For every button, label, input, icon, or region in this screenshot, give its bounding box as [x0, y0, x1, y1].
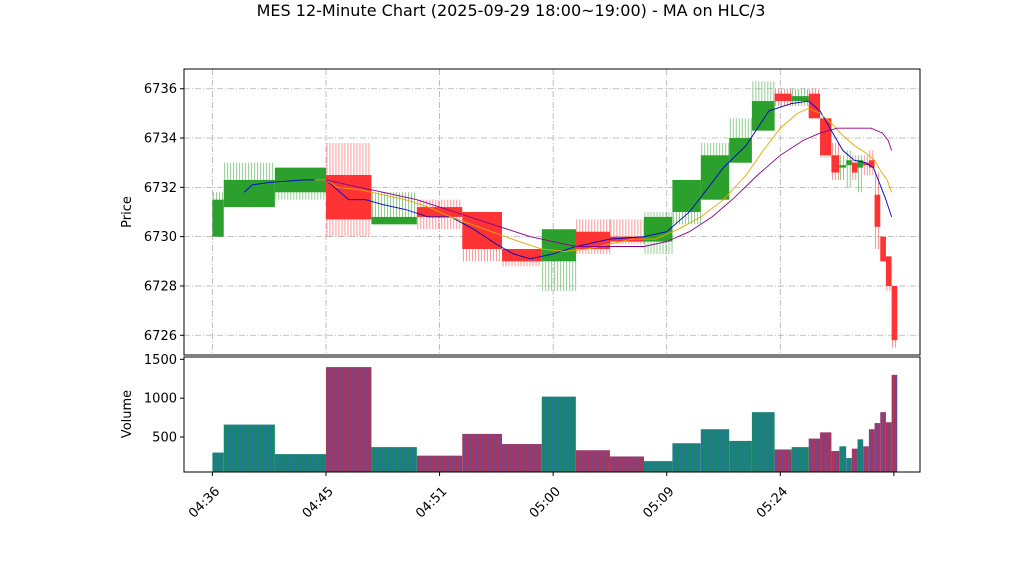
- price-y-ticks: 6726 6728 6730 6732 6734 6736: [144, 82, 184, 344]
- candle-body: [839, 165, 847, 168]
- price-axis-label: Price: [120, 196, 135, 228]
- volume-bar: [820, 432, 832, 472]
- volume-bar: [874, 423, 881, 472]
- price-tick-label: 6734: [144, 132, 177, 147]
- price-tick-label: 6728: [144, 279, 177, 294]
- volume-tick-label: 500: [152, 431, 177, 446]
- volume-bar: [880, 412, 886, 472]
- candle-body: [863, 162, 869, 166]
- volume-bar: [885, 422, 892, 472]
- x-tick-label: 05:09: [640, 484, 677, 521]
- volume-bars: [212, 367, 898, 472]
- candle-body: [672, 179, 701, 212]
- volume-bar: [729, 440, 752, 472]
- moving-average-line: [314, 107, 893, 252]
- volume-bar: [851, 448, 858, 472]
- moving-average-lines: [243, 100, 893, 260]
- volume-axis-label: Volume: [120, 390, 135, 438]
- price-tick-label: 6730: [144, 230, 177, 245]
- candle-wick: [863, 155, 868, 176]
- volume-y-ticks: 500 1000 1500: [144, 353, 184, 446]
- chart-title: MES 12-Minute Chart (2025-09-29 18:00~19…: [256, 1, 766, 20]
- volume-bar: [857, 439, 864, 472]
- volume-bar: [274, 454, 326, 472]
- candle-body: [891, 285, 898, 341]
- candles: [212, 81, 898, 348]
- candle-wick: [840, 155, 844, 180]
- volume-tick-label: 1500: [144, 353, 177, 368]
- candle-body: [371, 216, 417, 225]
- candle-body: [212, 199, 224, 237]
- x-tick-label: 04:45: [300, 484, 337, 521]
- candle-body: [885, 256, 892, 286]
- price-panel: 6726 6728 6730 6732 6734 6736 Price: [120, 68, 921, 356]
- price-tick-label: 6732: [144, 181, 177, 196]
- candle-body: [880, 236, 886, 262]
- candle-body: [868, 160, 875, 168]
- candle-body: [751, 101, 775, 131]
- volume-bar: [891, 374, 898, 472]
- volume-tick-label: 1000: [144, 392, 177, 407]
- volume-bar: [808, 438, 821, 472]
- candle-body: [462, 212, 503, 249]
- candle-body: [325, 175, 372, 220]
- volume-bar: [868, 429, 875, 472]
- candle-body: [774, 93, 792, 102]
- candle-body: [831, 155, 840, 173]
- candle-body: [700, 155, 730, 200]
- candle-body: [857, 160, 864, 168]
- volume-bar: [212, 452, 224, 472]
- candle-body: [820, 118, 832, 156]
- candle-body: [874, 194, 881, 227]
- candle-body: [223, 179, 275, 208]
- price-tick-label: 6726: [144, 329, 177, 344]
- price-axes-frame: [183, 68, 921, 356]
- candle-body: [846, 160, 852, 166]
- x-tick-label: 04:51: [413, 484, 450, 521]
- volume-bar: [791, 447, 809, 472]
- price-tick-label: 6736: [144, 82, 177, 97]
- candle-body: [791, 96, 809, 102]
- volume-bar: [863, 446, 869, 472]
- volume-bar: [831, 451, 840, 472]
- moving-average-line: [243, 100, 893, 260]
- candle-body: [851, 162, 858, 173]
- volume-axes-frame: [183, 356, 921, 473]
- volume-bar: [774, 449, 792, 472]
- volume-bar: [839, 446, 847, 472]
- x-tick-label: 04:36: [186, 484, 223, 521]
- volume-bar: [223, 424, 275, 472]
- volume-panel: 500 1000 1500 Volume: [120, 353, 921, 473]
- volume-bar: [846, 458, 852, 472]
- x-tick-label: 05:24: [754, 484, 791, 521]
- x-axis-ticks: 04:36 04:45 04:51 05:00 05:09 05:24: [186, 472, 895, 521]
- candle-body: [609, 236, 644, 242]
- moving-average-line: [325, 127, 893, 247]
- volume-bar: [751, 412, 775, 472]
- x-tick-label: 05:00: [527, 484, 564, 521]
